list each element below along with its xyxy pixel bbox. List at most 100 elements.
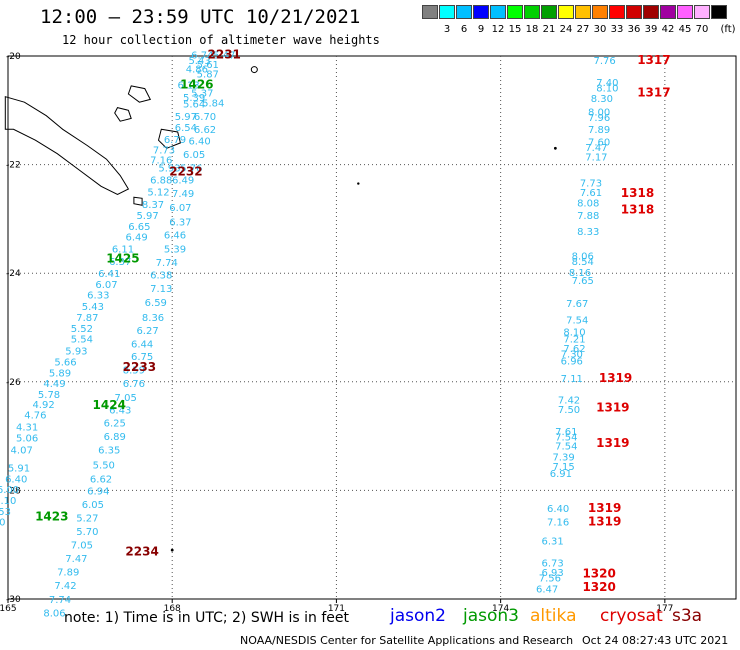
scale-swatch bbox=[592, 5, 608, 19]
wave-height-value: 5.50 bbox=[93, 461, 115, 472]
credit-line: NOAA/NESDIS Center for Satellite Applica… bbox=[240, 634, 574, 647]
wave-height-value: 7.15 bbox=[552, 462, 574, 473]
wave-height-value: 7.05 bbox=[115, 393, 137, 404]
scale-swatch bbox=[524, 5, 540, 19]
wave-height-value: 6.49 bbox=[172, 176, 194, 187]
latitude-label: -28 bbox=[6, 486, 21, 496]
longitude-label: 168 bbox=[164, 604, 181, 614]
wave-height-value: 7.47 bbox=[65, 554, 87, 565]
wave-height-value: 6.79 bbox=[164, 135, 186, 146]
wave-height-value: 6.89 bbox=[104, 432, 126, 443]
wave-height-value: 5.37 bbox=[191, 89, 213, 100]
wave-height-value: 5.70 bbox=[76, 527, 98, 538]
scale-swatch bbox=[507, 5, 523, 19]
wave-height-value: 7.74 bbox=[156, 258, 178, 269]
wave-height-value: 5.54 bbox=[71, 335, 93, 346]
legend-s3a: s3a bbox=[672, 606, 703, 626]
scale-swatch bbox=[660, 5, 676, 19]
wave-height-value: 7.39 bbox=[552, 453, 574, 464]
wave-height-value: 8.10 bbox=[596, 83, 618, 94]
wave-height-value: 8.08 bbox=[577, 198, 599, 209]
wave-height-value: 6.59 bbox=[145, 298, 167, 309]
wave-height-value: 6.62 bbox=[90, 474, 112, 485]
map-frame bbox=[7, 55, 737, 600]
pass-time-label: 1424 bbox=[93, 398, 126, 412]
wave-height-value: 6.11 bbox=[112, 245, 134, 256]
islet-dot bbox=[170, 548, 174, 552]
scale-label: 18 bbox=[525, 24, 539, 35]
wave-height-value: 5.66 bbox=[54, 358, 76, 369]
wave-height-value: 6.37 bbox=[109, 257, 131, 268]
scale-label: 3 bbox=[443, 24, 451, 35]
scale-swatch bbox=[558, 5, 574, 19]
latitude-label: -24 bbox=[6, 269, 21, 279]
wave-height-value: 5.97 bbox=[136, 211, 158, 222]
scale-swatch bbox=[490, 5, 506, 19]
scale-swatch bbox=[626, 5, 642, 19]
wave-height-value: 5.06 bbox=[16, 434, 38, 445]
wave-height-value: 5.61 bbox=[197, 60, 219, 71]
pass-time-label: 1319 bbox=[599, 371, 632, 385]
legend-altika: altika bbox=[530, 606, 577, 626]
wave-height-value: 6.62 bbox=[194, 125, 216, 136]
wave-height-value: 6.27 bbox=[136, 326, 158, 337]
wave-height-value: 7.73 bbox=[153, 146, 175, 157]
wave-height-value: 6.76 bbox=[123, 379, 145, 390]
wave-height-value: 7.11 bbox=[561, 374, 583, 385]
legend-note: note: 1) Time is in UTC; 2) SWH is in fe… bbox=[64, 610, 350, 626]
scale-swatch bbox=[575, 5, 591, 19]
wave-height-value: 6.05 bbox=[183, 150, 205, 161]
scale-label: 33 bbox=[610, 24, 624, 35]
pass-time-label: 1320 bbox=[582, 580, 615, 594]
wave-height-value: 8.37 bbox=[142, 200, 164, 211]
wave-height-value: 6.00 bbox=[0, 485, 19, 496]
scale-swatch bbox=[456, 5, 472, 19]
wave-height-value: 7.65 bbox=[572, 276, 594, 287]
scale-label: 21 bbox=[542, 24, 556, 35]
coastline bbox=[127, 85, 152, 103]
wave-height-value: 7.87 bbox=[76, 313, 98, 324]
wave-height-value: 6.73 bbox=[541, 558, 563, 569]
wave-height-value: 6.54 bbox=[175, 123, 197, 134]
wave-height-value: 7.74 bbox=[49, 595, 71, 606]
legend-jason2: jason2 bbox=[390, 606, 446, 626]
coastline bbox=[133, 196, 143, 206]
scale-swatch bbox=[643, 5, 659, 19]
pass-time-label: 1317 bbox=[637, 53, 670, 67]
wave-height-value: 5.91 bbox=[8, 463, 30, 474]
scale-label: 6 bbox=[460, 24, 468, 35]
wave-height-value: 6.43 bbox=[109, 405, 131, 416]
wave-height-value: 7.54 bbox=[555, 432, 577, 443]
wave-height-value: 5.76 bbox=[180, 164, 202, 175]
wave-height-value: 6.47 bbox=[536, 584, 558, 595]
wave-height-value: 8.33 bbox=[577, 227, 599, 238]
scale-label: 27 bbox=[576, 24, 590, 35]
wave-height-value: 7.96 bbox=[588, 113, 610, 124]
wave-height-value: 7.49 bbox=[172, 189, 194, 200]
wave-height-value: 7.21 bbox=[563, 335, 585, 346]
latitude-label: -22 bbox=[6, 161, 21, 171]
wave-height-value: 6.40 bbox=[188, 137, 210, 148]
scale-swatch bbox=[439, 5, 455, 19]
generation-timestamp: Oct 24 08:27:43 UTC 2021 bbox=[582, 634, 729, 647]
wave-height-value: 6.13 bbox=[177, 81, 199, 92]
scale-label: 24 bbox=[559, 24, 573, 35]
wave-height-value: 5.39 bbox=[183, 93, 205, 104]
wave-height-value: 6.96 bbox=[561, 356, 583, 367]
scale-swatch bbox=[694, 5, 710, 19]
pass-time-label: 2234 bbox=[125, 545, 158, 559]
wave-height-value: 8.06 bbox=[43, 608, 65, 619]
pass-time-label: 2232 bbox=[169, 164, 202, 178]
map-title: 12:00 – 23:59 UTC 10/21/2021 bbox=[40, 6, 361, 28]
pass-time-label: 1319 bbox=[596, 436, 629, 450]
wave-height-value: 6.74 bbox=[191, 51, 213, 62]
wave-height-value: 6.07 bbox=[95, 280, 117, 291]
wave-height-value: 8.30 bbox=[591, 94, 613, 105]
wave-height-value: 5.87 bbox=[197, 70, 219, 81]
wave-height-value: 7.05 bbox=[71, 541, 93, 552]
pass-time-label: 1319 bbox=[588, 501, 621, 515]
pass-time-label: 1317 bbox=[637, 86, 670, 100]
wave-height-value: 7.16 bbox=[547, 518, 569, 529]
pass-time-label: 2231 bbox=[208, 48, 241, 62]
wave-height-value: 6.65 bbox=[128, 222, 150, 233]
